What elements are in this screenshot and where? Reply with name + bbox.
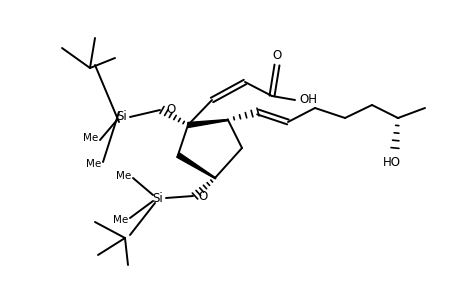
- Text: O: O: [272, 49, 281, 62]
- Polygon shape: [187, 119, 228, 127]
- Text: O: O: [166, 103, 175, 116]
- Text: Me: Me: [112, 215, 128, 225]
- Text: O: O: [197, 189, 207, 202]
- Text: Me: Me: [86, 159, 101, 169]
- Text: OH: OH: [298, 94, 316, 106]
- Text: Me: Me: [116, 171, 131, 181]
- Text: HO: HO: [382, 156, 400, 169]
- Text: Si: Si: [152, 192, 163, 205]
- Text: Me: Me: [82, 133, 98, 143]
- Polygon shape: [176, 153, 215, 178]
- Text: Si: Si: [116, 110, 127, 123]
